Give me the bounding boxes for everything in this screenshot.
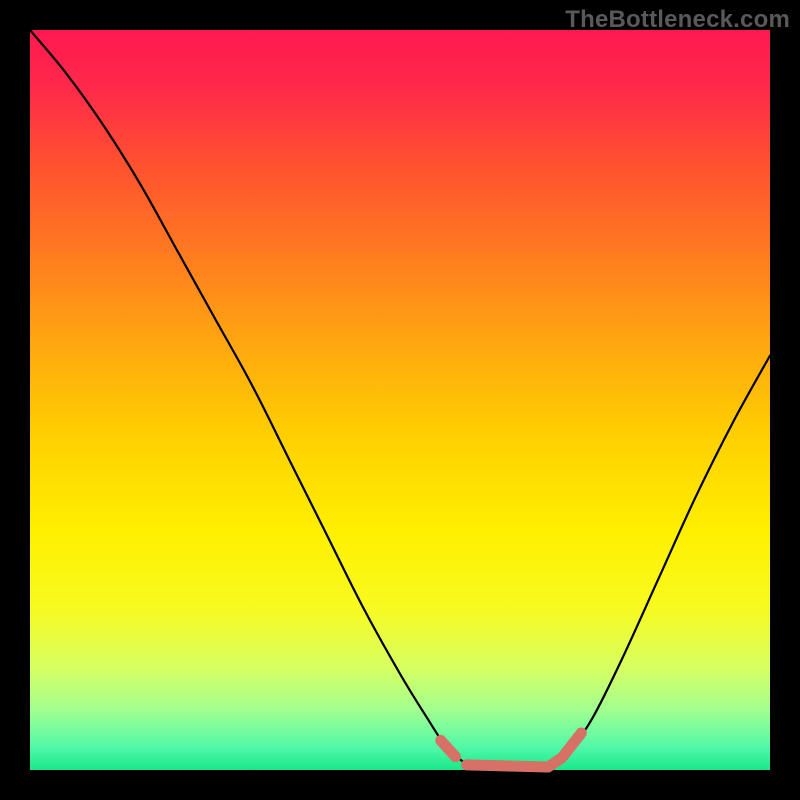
chart-frame: TheBottleneck.com [0,0,800,800]
plot-gradient-background [30,30,770,770]
watermark-text: TheBottleneck.com [565,6,790,34]
bottleneck-curve-chart [0,0,800,800]
